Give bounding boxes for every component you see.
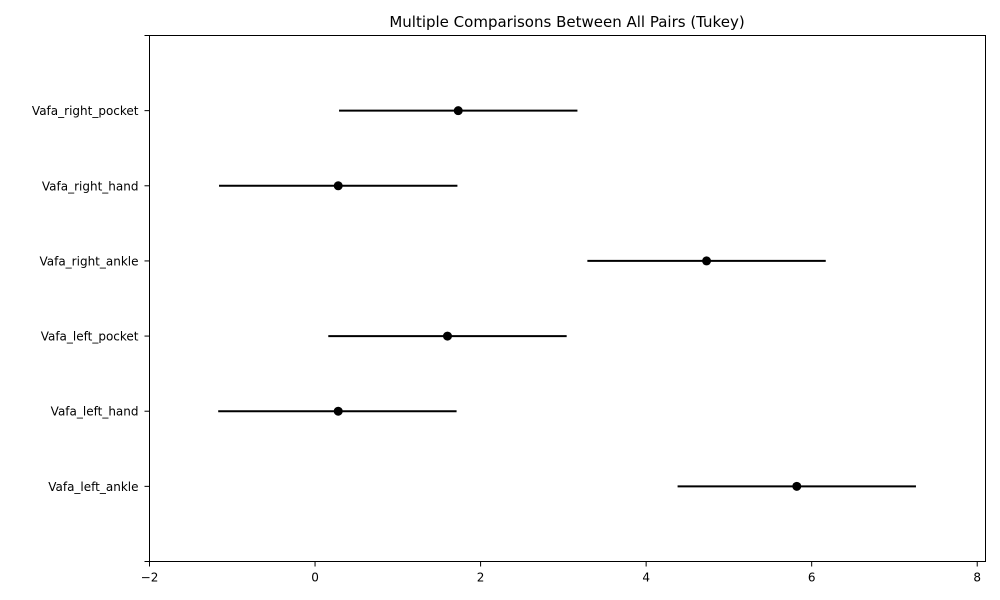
x-tick-label: 2: [477, 571, 485, 585]
plot-frame: [149, 35, 986, 562]
y-tick-label: Vafa_left_hand: [51, 405, 139, 419]
y-tick-label: Vafa_right_hand: [42, 179, 139, 193]
y-tick-label: Vafa_left_ankle: [48, 480, 138, 494]
x-tick-label: 8: [973, 571, 981, 585]
x-tick-label: −2: [141, 571, 159, 585]
y-tick-label: Vafa_left_pocket: [41, 330, 139, 344]
mean-point: [333, 181, 343, 191]
mean-point: [442, 331, 452, 341]
chart-marks: −2 0 2 4 6 8 Vafa_right_pocket Vafa_right_hand V…: [32, 35, 981, 585]
y-tick-label: Vafa_right_ankle: [39, 254, 138, 268]
x-tick-label: 6: [808, 571, 816, 585]
x-tick-label: 4: [642, 571, 650, 585]
mean-point: [702, 256, 712, 266]
x-tick-label: 0: [311, 571, 319, 585]
mean-point: [792, 481, 802, 491]
mean-point: [333, 406, 343, 416]
y-tick-label: Vafa_right_pocket: [32, 104, 139, 118]
chart-title: Multiple Comparisons Between All Pairs (…: [389, 13, 744, 31]
mean-point: [453, 106, 463, 116]
